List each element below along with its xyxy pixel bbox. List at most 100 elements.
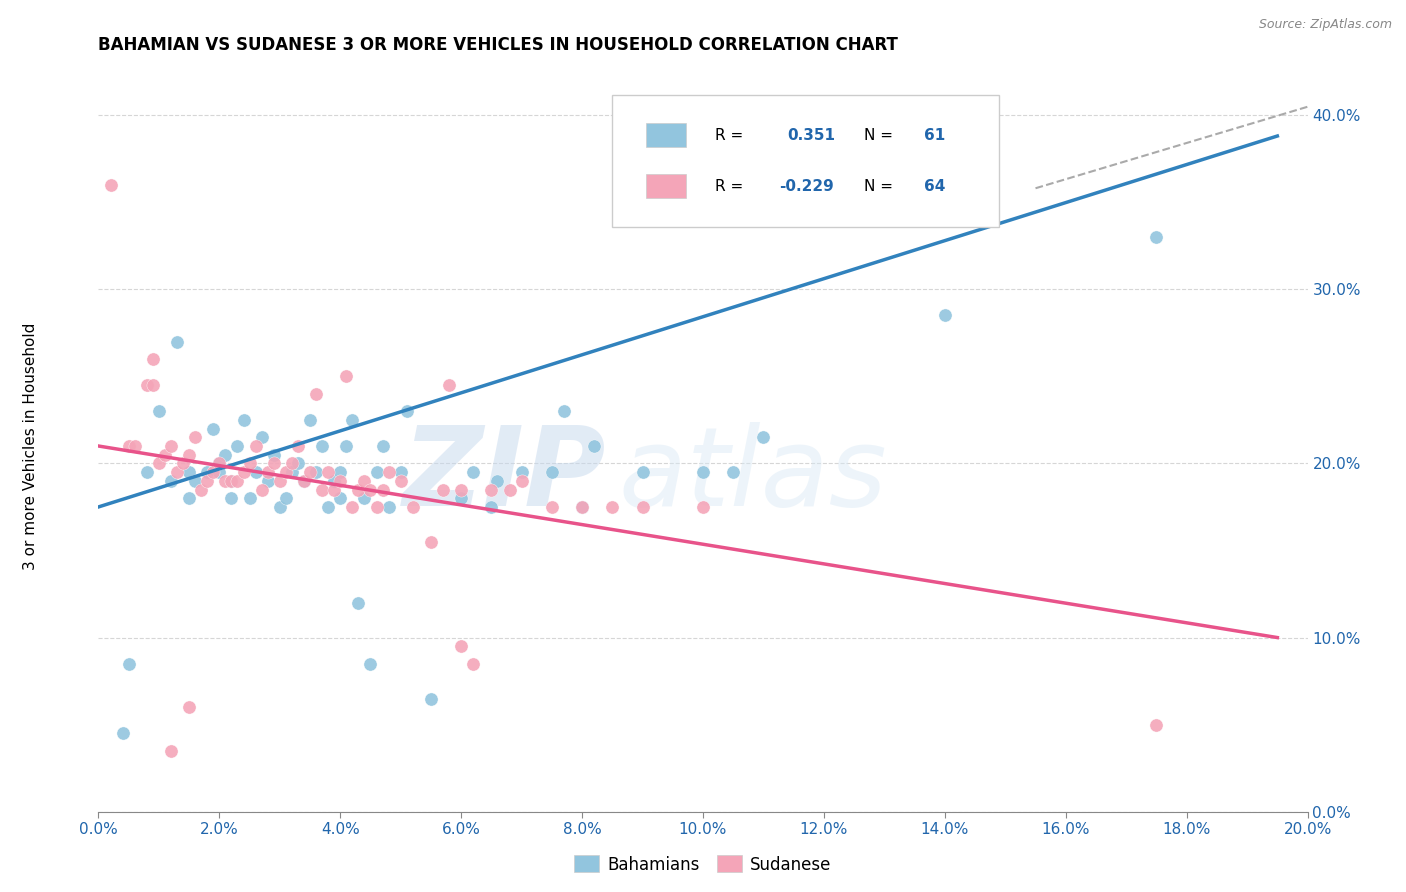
Point xyxy=(583,439,606,453)
Text: Source: ZipAtlas.com: Source: ZipAtlas.com xyxy=(1258,18,1392,31)
Point xyxy=(263,457,285,471)
Point xyxy=(347,596,370,610)
Point xyxy=(299,413,322,427)
Point xyxy=(263,448,285,462)
Point xyxy=(208,457,231,471)
Point xyxy=(342,500,364,514)
Point xyxy=(419,691,441,706)
Point xyxy=(481,500,503,514)
Point xyxy=(1144,717,1167,731)
Point xyxy=(232,465,254,479)
Point xyxy=(463,465,485,479)
Point xyxy=(353,474,375,488)
Point xyxy=(510,474,533,488)
Point xyxy=(432,483,454,497)
Point xyxy=(371,483,394,497)
Point xyxy=(323,474,346,488)
Point xyxy=(360,657,382,671)
Point xyxy=(184,430,207,444)
Point xyxy=(202,465,225,479)
Point xyxy=(311,483,333,497)
Point xyxy=(498,483,520,497)
Point xyxy=(177,465,201,479)
Point xyxy=(274,465,297,479)
Point xyxy=(311,439,333,453)
Legend: Bahamians, Sudanese: Bahamians, Sudanese xyxy=(568,848,838,880)
Point xyxy=(342,413,364,427)
Point xyxy=(371,439,394,453)
Point xyxy=(256,474,278,488)
Point xyxy=(389,465,412,479)
Text: BAHAMIAN VS SUDANESE 3 OR MORE VEHICLES IN HOUSEHOLD CORRELATION CHART: BAHAMIAN VS SUDANESE 3 OR MORE VEHICLES … xyxy=(98,36,898,54)
Point xyxy=(148,457,170,471)
Point xyxy=(166,334,188,349)
Point xyxy=(250,483,273,497)
Point xyxy=(463,657,485,671)
Point xyxy=(419,534,441,549)
Point xyxy=(366,500,388,514)
Point xyxy=(360,483,382,497)
Point xyxy=(329,474,352,488)
Text: atlas: atlas xyxy=(619,422,887,529)
Point xyxy=(366,465,388,479)
Point xyxy=(269,474,291,488)
Point xyxy=(602,500,624,514)
Point xyxy=(329,491,352,506)
Text: 3 or more Vehicles in Household: 3 or more Vehicles in Household xyxy=(24,322,38,570)
Point xyxy=(395,404,418,418)
Point xyxy=(239,457,262,471)
Point xyxy=(153,448,176,462)
Point xyxy=(299,465,322,479)
Point xyxy=(190,483,212,497)
Point xyxy=(160,439,183,453)
Point xyxy=(226,439,249,453)
Point xyxy=(287,457,309,471)
Point xyxy=(202,421,225,435)
Point xyxy=(631,465,654,479)
Point xyxy=(353,491,375,506)
Text: 0.351: 0.351 xyxy=(787,128,835,143)
Point xyxy=(142,351,165,366)
Point xyxy=(250,430,273,444)
Point xyxy=(402,500,425,514)
Point xyxy=(245,465,267,479)
Point xyxy=(118,657,141,671)
Point xyxy=(631,500,654,514)
Text: N =: N = xyxy=(863,178,893,194)
Point xyxy=(692,500,714,514)
Point xyxy=(281,457,304,471)
Point xyxy=(184,474,207,488)
Point xyxy=(177,491,201,506)
Point xyxy=(389,474,412,488)
Text: R =: R = xyxy=(716,128,744,143)
Point xyxy=(177,700,201,714)
Point xyxy=(281,465,304,479)
Text: 61: 61 xyxy=(924,128,945,143)
Point xyxy=(208,457,231,471)
Point xyxy=(208,465,231,479)
Text: -0.229: -0.229 xyxy=(779,178,834,194)
Point xyxy=(221,491,243,506)
Point xyxy=(160,474,183,488)
Point xyxy=(245,439,267,453)
Point xyxy=(239,491,262,506)
Point xyxy=(166,465,188,479)
Point xyxy=(292,474,315,488)
Point xyxy=(221,474,243,488)
Point xyxy=(305,465,328,479)
Point xyxy=(195,465,218,479)
Point xyxy=(274,491,297,506)
Point xyxy=(323,483,346,497)
Point xyxy=(450,640,472,654)
Point xyxy=(721,465,744,479)
Point xyxy=(335,439,357,453)
FancyBboxPatch shape xyxy=(647,174,686,198)
Point xyxy=(481,483,503,497)
Point xyxy=(256,465,278,479)
Point xyxy=(316,500,339,514)
FancyBboxPatch shape xyxy=(612,95,1000,227)
Point xyxy=(486,474,509,488)
Point xyxy=(692,465,714,479)
Point xyxy=(221,474,243,488)
Point xyxy=(160,744,183,758)
